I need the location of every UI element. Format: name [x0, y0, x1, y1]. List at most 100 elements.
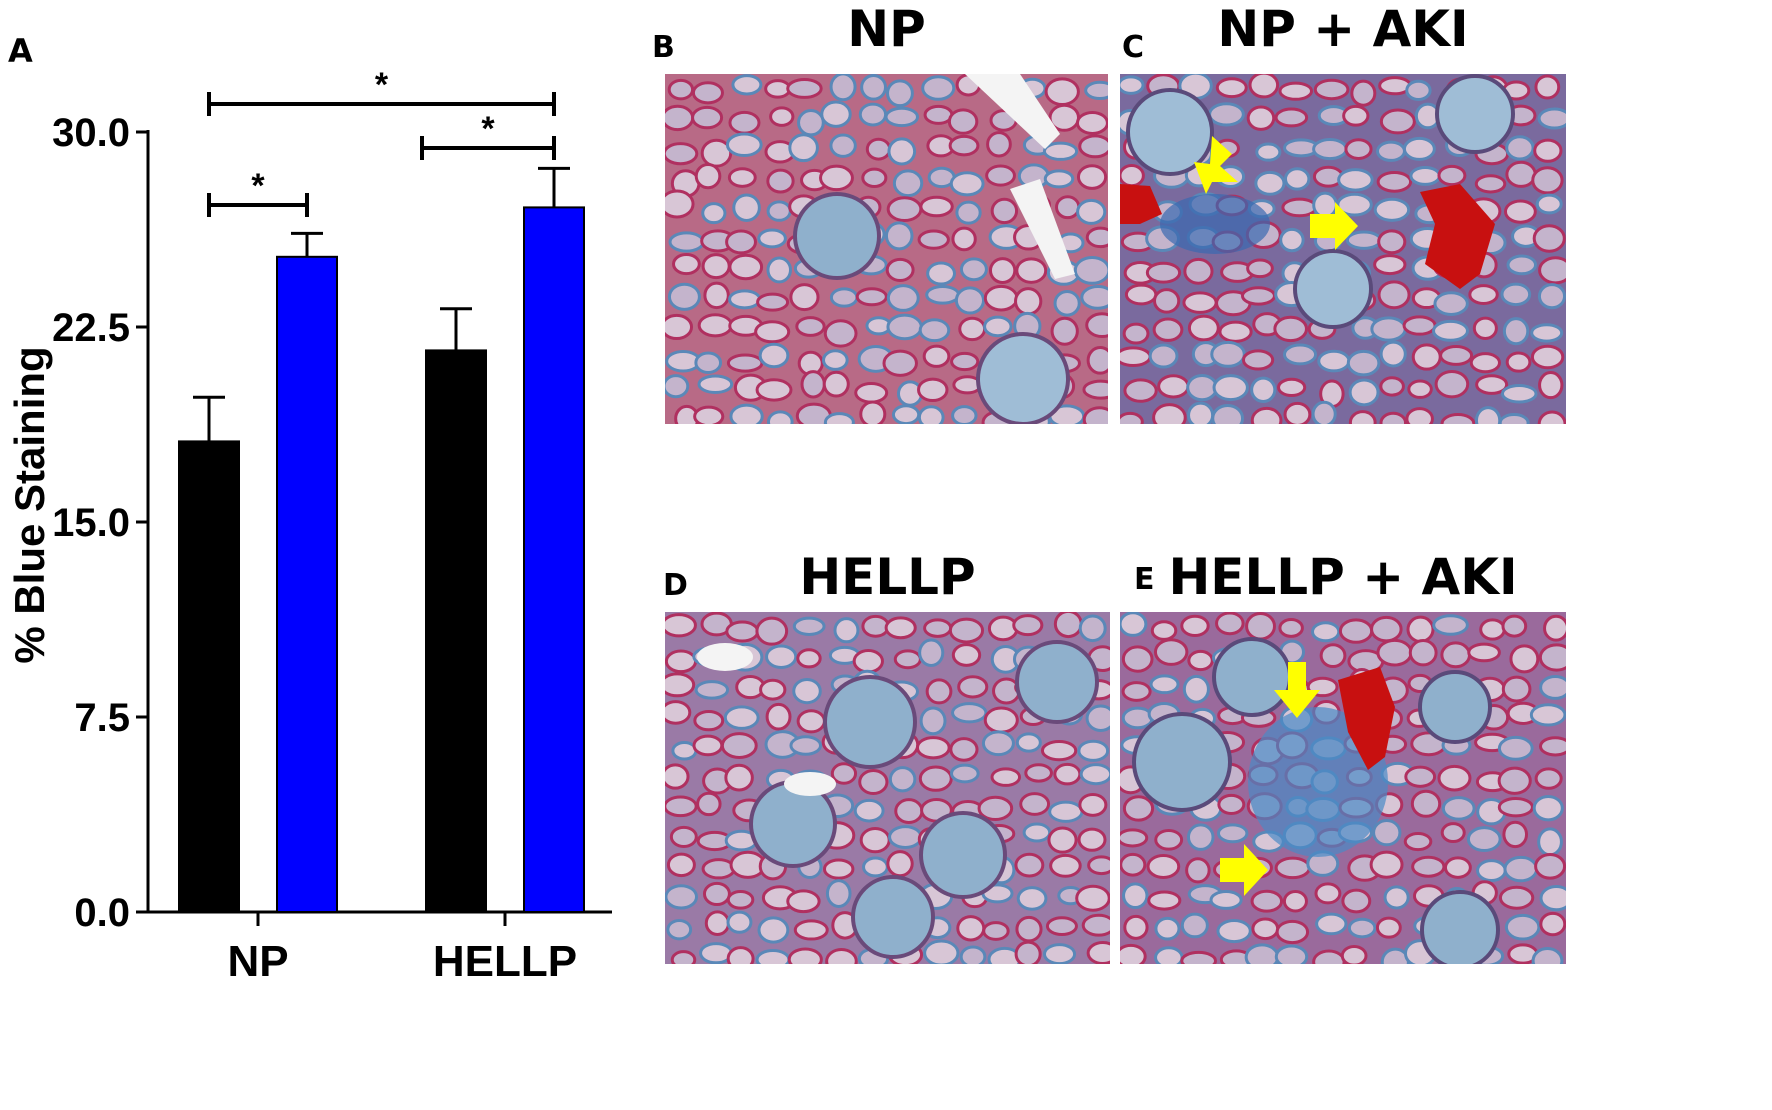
- tubule: [822, 858, 855, 880]
- tubule: [1497, 797, 1534, 818]
- tubule: [759, 678, 787, 701]
- tubule: [923, 939, 960, 964]
- tubule: [672, 252, 701, 276]
- tubule: [1437, 164, 1467, 187]
- tubule: [787, 947, 823, 964]
- tubule: [1383, 885, 1410, 910]
- tubule: [1407, 379, 1433, 399]
- tubule: [1120, 943, 1147, 964]
- tubule: [1476, 859, 1507, 883]
- tubule: [1533, 138, 1563, 163]
- tubule: [665, 374, 690, 399]
- glomerulus: [851, 875, 935, 959]
- tubule: [915, 736, 951, 760]
- tubule: [1472, 316, 1498, 340]
- tubule: [701, 202, 727, 225]
- tubule: [1432, 319, 1469, 342]
- tubule: [1350, 79, 1377, 107]
- glomerulus: [919, 811, 1007, 899]
- tubule: [1469, 352, 1502, 374]
- tubule: [1042, 141, 1079, 161]
- tubule: [854, 381, 889, 404]
- tubule: [987, 615, 1019, 642]
- tubule: [917, 405, 945, 424]
- tubule: [1467, 642, 1501, 663]
- significance-label: *: [375, 66, 389, 104]
- tubule: [951, 643, 982, 667]
- tubule: [1154, 946, 1184, 964]
- tubule: [918, 765, 953, 792]
- tubule: [1053, 612, 1083, 639]
- bar: [276, 255, 338, 913]
- tubule: [665, 884, 699, 910]
- tubule: [1479, 618, 1506, 641]
- tubule: [829, 133, 857, 158]
- tubule: [860, 74, 887, 101]
- tubule: [1015, 732, 1042, 753]
- tubule: [691, 105, 724, 130]
- tubule-lumen: [697, 643, 753, 671]
- tubule: [825, 948, 858, 964]
- tubule: [1501, 675, 1532, 703]
- tubule: [764, 79, 792, 99]
- panel-title-b: NP: [847, 0, 926, 58]
- tubule: [1543, 614, 1566, 642]
- tubule: [757, 916, 790, 944]
- tubule: [893, 649, 922, 670]
- tubule: [923, 618, 953, 638]
- tubule: [786, 889, 821, 914]
- tubule: [1377, 280, 1411, 310]
- tubule: [1016, 886, 1048, 911]
- tubule: [1212, 374, 1249, 402]
- tubule: [1404, 765, 1437, 788]
- tubule: [957, 675, 989, 699]
- panel-letter-e: E: [1134, 562, 1155, 597]
- tubule: [1530, 323, 1564, 343]
- tubule: [825, 879, 852, 908]
- tubule: [888, 766, 917, 793]
- tubule: [819, 164, 854, 192]
- tubule: [1406, 615, 1435, 644]
- tubule: [1313, 78, 1350, 101]
- tubule: [948, 134, 980, 157]
- tubule: [1441, 796, 1476, 821]
- tubule: [1315, 912, 1348, 936]
- tubule: [1283, 167, 1311, 191]
- blood-vessel: [1120, 184, 1162, 224]
- tubule: [1342, 104, 1370, 127]
- micrograph-hellp-aki: [1120, 612, 1566, 964]
- tubule: [1121, 681, 1152, 702]
- glomerulus: [749, 780, 837, 868]
- tubule: [1053, 290, 1081, 317]
- tubule: [951, 405, 978, 424]
- tubule: [1081, 913, 1110, 937]
- tubule: [1015, 257, 1048, 284]
- y-tick-label: 22.5: [52, 306, 130, 350]
- tubule: [918, 318, 951, 343]
- tubule: [1531, 166, 1564, 195]
- x-tick-label: NP: [227, 937, 288, 986]
- tubule: [1403, 831, 1433, 852]
- tubule: [1282, 889, 1308, 913]
- tubule: [855, 287, 888, 307]
- blood-vessel: [1420, 184, 1495, 289]
- tubule: [1282, 343, 1318, 366]
- tubule: [1186, 373, 1219, 402]
- tubule: [990, 767, 1022, 787]
- tubule: [1014, 287, 1043, 316]
- glomerulus: [1293, 249, 1373, 329]
- tubule: [1120, 346, 1152, 367]
- tubule: [949, 171, 985, 197]
- tubule: [1466, 826, 1502, 853]
- tubule: [1216, 823, 1249, 844]
- tubule: [1121, 706, 1154, 730]
- tubule: [949, 737, 979, 762]
- tubule: [1208, 102, 1245, 127]
- tubule: [1379, 108, 1416, 135]
- tubule: [884, 221, 914, 251]
- glomerulus: [1418, 670, 1492, 744]
- tubule: [697, 374, 734, 394]
- tubule: [921, 75, 956, 101]
- tubule: [1019, 792, 1051, 816]
- tubule: [665, 104, 695, 132]
